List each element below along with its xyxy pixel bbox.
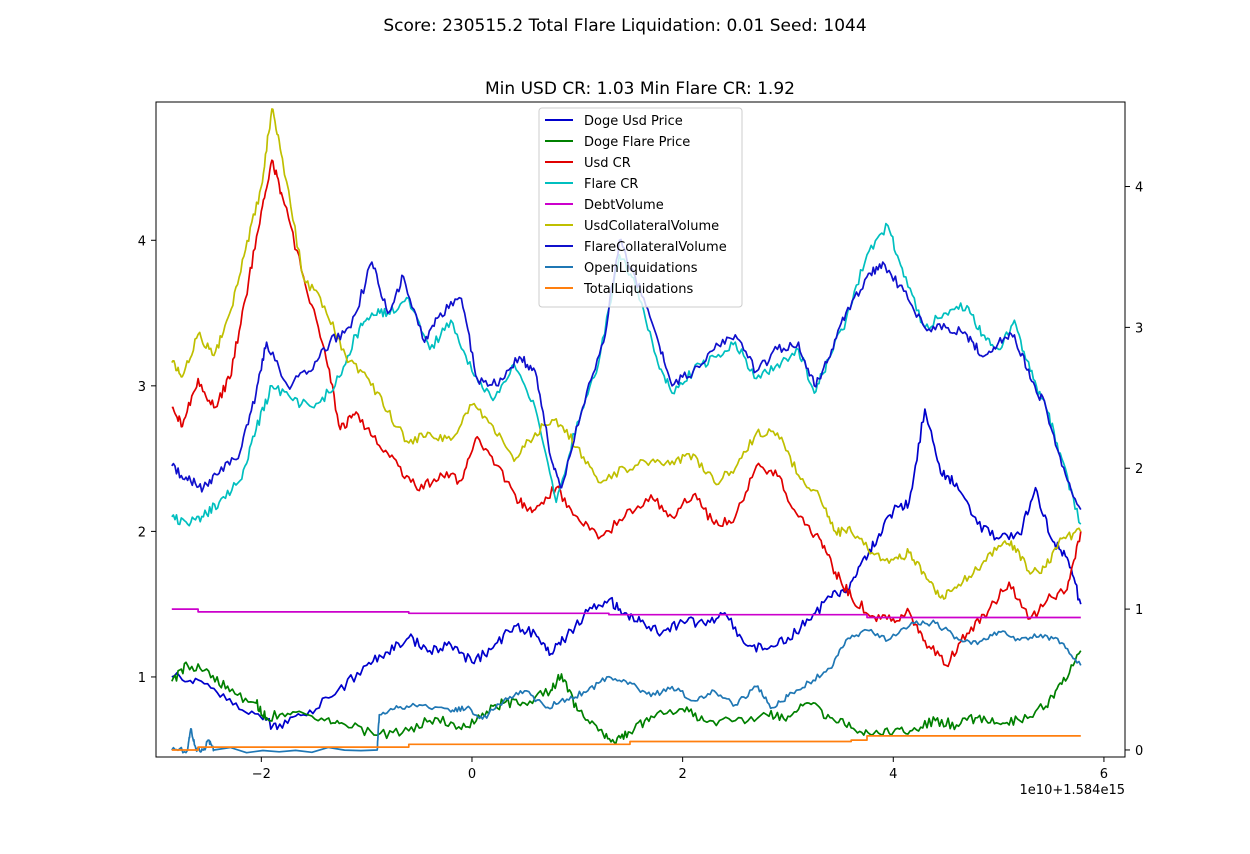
y-right-tick-label: 4 <box>1135 181 1143 196</box>
legend-label-usd-cr: Usd CR <box>584 156 631 171</box>
series-line-debtvolume <box>171 608 1081 619</box>
x-tick-label: 0 <box>468 767 476 782</box>
series-line-doge-usd-price <box>171 408 1082 731</box>
legend-label-doge-usd-price: Doge Usd Price <box>584 114 683 129</box>
y-left-tick-label: 1 <box>138 671 146 686</box>
y-left-tick-label: 4 <box>138 234 146 249</box>
series-line-doge-flare-price <box>171 650 1082 745</box>
legend-label-doge-flare-price: Doge Flare Price <box>584 135 690 150</box>
legend-label-usdcollateralvolume: UsdCollateralVolume <box>584 219 719 234</box>
series-line-usdcollateralvolume <box>171 108 1082 600</box>
series-line-usd-cr <box>171 159 1082 668</box>
legend-box <box>538 107 743 308</box>
y-right-tick-label: 1 <box>1135 603 1143 618</box>
y-left-tick-label: 2 <box>138 525 146 540</box>
x-tick-label: 4 <box>889 767 897 782</box>
plot-area <box>171 108 1082 754</box>
legend: Doge Usd Price Doge Flare Price Usd CR Flar… <box>538 107 743 308</box>
y-left-tick-label: 3 <box>138 380 146 395</box>
legend-label-flarecollateralvolume: FlareCollateralVolume <box>584 240 727 255</box>
x-tick-label: 2 <box>678 767 686 782</box>
chart-title: Min USD CR: 1.03 Min Flare CR: 1.92 <box>485 79 795 99</box>
series-line-openliquidations <box>171 619 1082 754</box>
legend-label-openliquidations: OpenLiquidations <box>584 261 698 276</box>
figure-suptitle: Score: 230515.2 Total Flare Liquidation:… <box>383 16 866 36</box>
plot-frame <box>155 101 1126 758</box>
legend-label-flare-cr: Flare CR <box>584 177 638 192</box>
y-right-tick-label: 0 <box>1135 744 1143 759</box>
y-right-tick-label: 2 <box>1135 462 1143 477</box>
series-line-totalliquidations <box>171 735 1081 751</box>
x-offset-label: 1e10+1.584e15 <box>1020 783 1125 798</box>
axes: −2 0 2 4 6 1 2 3 4 0 1 2 3 4 <box>138 181 1144 782</box>
legend-label-totalliquidations: TotalLiquidations <box>583 282 693 297</box>
legend-label-debtvolume: DebtVolume <box>584 198 664 213</box>
x-tick-label: −2 <box>252 767 271 782</box>
y-right-tick-label: 3 <box>1135 321 1143 336</box>
x-tick-label: 6 <box>1100 767 1108 782</box>
